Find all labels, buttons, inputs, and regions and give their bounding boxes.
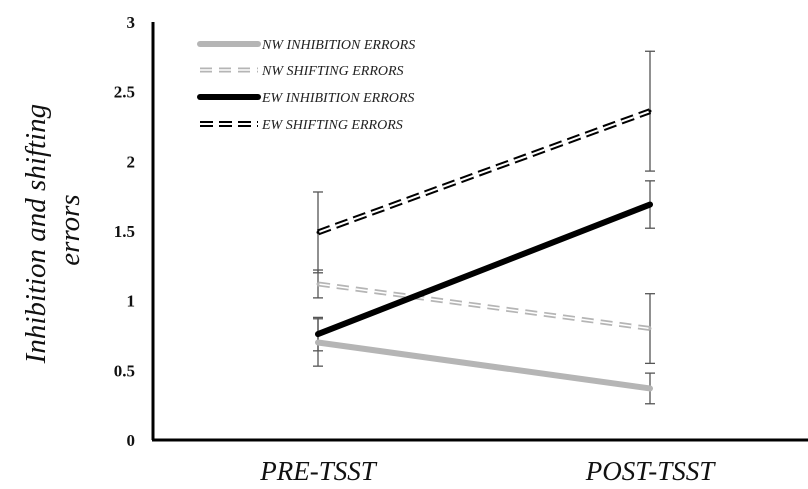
y-axis-label-line-1: Inhibition and shifting	[20, 104, 52, 364]
legend-item: NW SHIFTING ERRORS	[200, 64, 404, 79]
data-point	[316, 282, 320, 286]
series-segment-inner	[317, 110, 651, 234]
y-axis-label-line-2: errors	[54, 194, 86, 265]
data-point	[316, 340, 320, 344]
x-tick-label: POST-TSST	[585, 456, 717, 486]
y-tick-label: 2	[127, 152, 136, 171]
y-tick-label: 3	[127, 13, 136, 32]
legend-label: EW INHIBITION ERRORS	[261, 91, 414, 106]
legend-item: EW SHIFTING ERRORS	[200, 118, 403, 133]
series-segment	[315, 201, 653, 338]
series-line-3	[315, 201, 653, 338]
y-tick-label: 1.5	[114, 222, 135, 241]
legend-item: EW INHIBITION ERRORS	[197, 91, 414, 106]
series-line-1	[315, 339, 653, 392]
legend-label: NW INHIBITION ERRORS	[261, 38, 415, 53]
y-tick-label: 1	[127, 292, 136, 311]
x-axis-ticks: PRE-TSST POST-TSST	[259, 456, 716, 486]
series-line-4	[316, 108, 652, 236]
series-segment	[315, 339, 653, 392]
data-point	[648, 386, 652, 390]
y-tick-label: 0	[127, 431, 136, 450]
y-tick-label: 0.5	[114, 361, 135, 380]
y-axis-ticks: 0 0.5 1 1.5 2 2.5 3	[114, 13, 135, 450]
series-segment-inner	[317, 283, 651, 330]
y-axis-label: Inhibition and shifting errors	[20, 97, 86, 365]
data-point	[648, 109, 652, 113]
legend: NW INHIBITION ERRORS NW SHIFTING ERRORS EW…	[197, 38, 415, 133]
legend-label: EW SHIFTING ERRORS	[261, 118, 403, 133]
x-tick-label: PRE-TSST	[259, 456, 377, 486]
legend-label: NW SHIFTING ERRORS	[261, 64, 404, 79]
legend-item: NW INHIBITION ERRORS	[197, 38, 415, 53]
series-line-2	[316, 281, 652, 332]
data-point	[316, 332, 320, 336]
data-point	[648, 327, 652, 331]
series-segment	[317, 281, 651, 332]
data-point	[316, 230, 320, 234]
series-lines	[315, 108, 653, 392]
data-point	[648, 203, 652, 207]
y-tick-label: 2.5	[114, 83, 135, 102]
